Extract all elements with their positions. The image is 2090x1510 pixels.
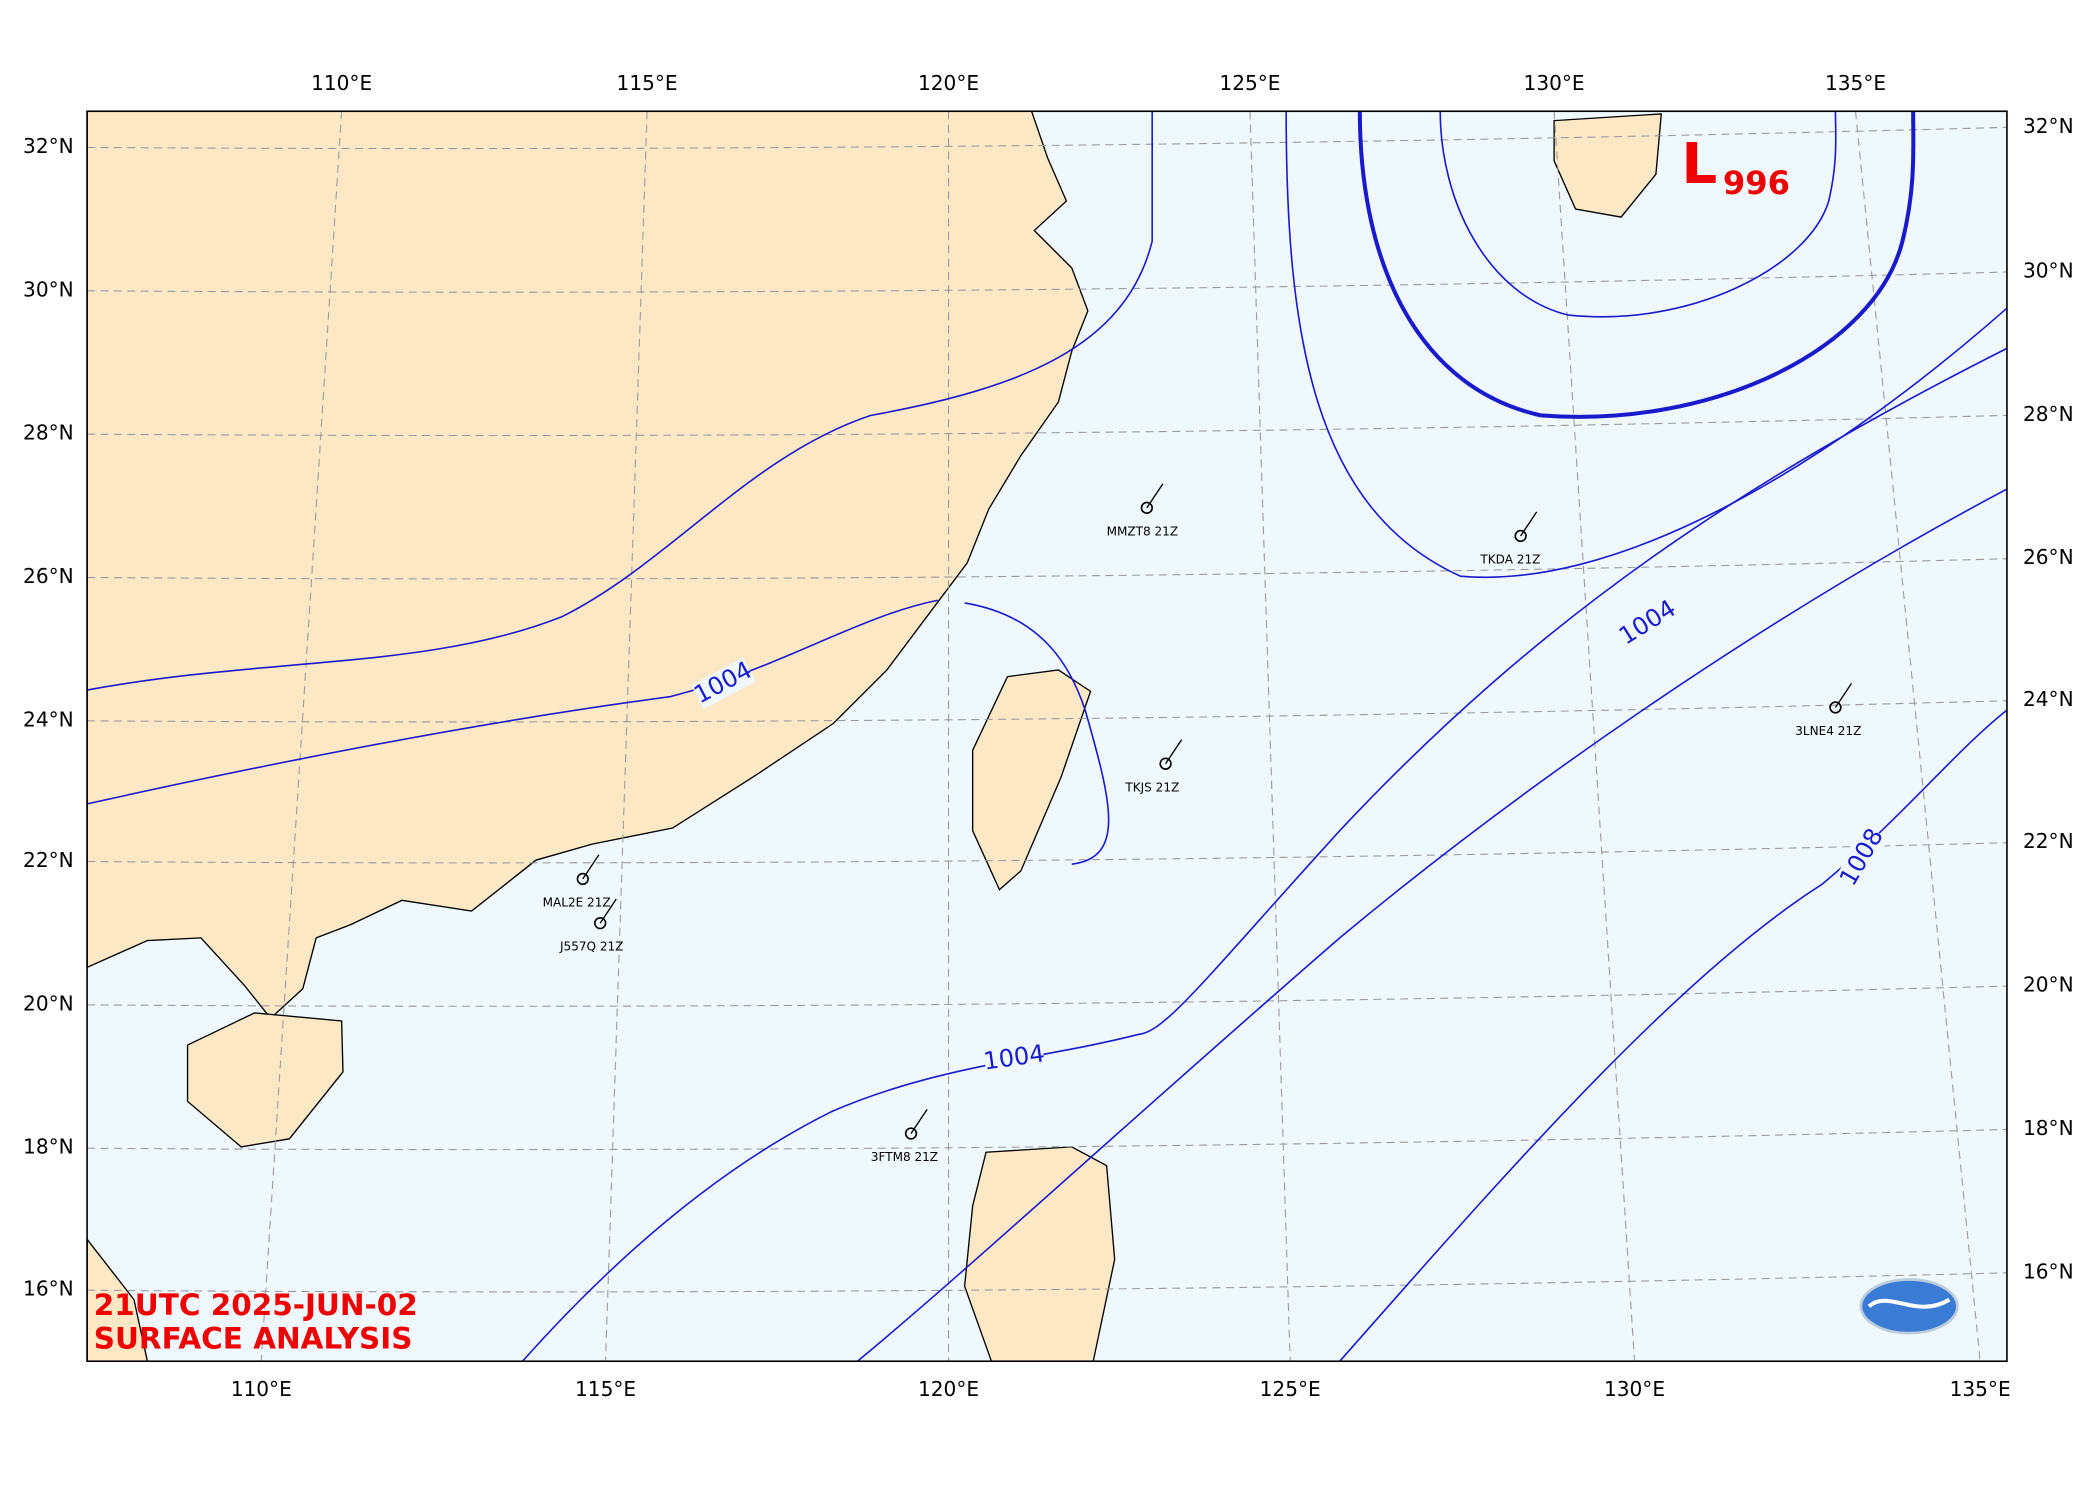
- low-pressure: 996: [1723, 164, 1790, 202]
- lon-label-top: 115°E: [617, 71, 678, 95]
- lat-label-right: 18°N: [2023, 1116, 2074, 1140]
- wind-barb: [1520, 511, 1538, 537]
- isobar-label-bg: [1835, 825, 1889, 890]
- parallel: [87, 126, 2007, 150]
- lon-label-bottom: 115°E: [575, 1377, 636, 1401]
- isobar: [1339, 709, 2008, 1362]
- lon-label-top: 110°E: [311, 71, 372, 95]
- lon-label-top: 130°E: [1524, 71, 1585, 95]
- station-marker: [1514, 529, 1527, 543]
- meridian: [605, 111, 648, 1362]
- lat-label-left: 16°N: [23, 1277, 74, 1301]
- station-id: MMZT8 21Z: [1107, 524, 1178, 538]
- lat-label-left: 22°N: [23, 848, 74, 872]
- parallel: [87, 558, 2007, 580]
- isobar: [856, 488, 2008, 1362]
- station-id: TKJS 21Z: [1124, 780, 1179, 794]
- labels: 110°E 110°E 115°E 115°E 120°E 120°E 125°E 125°E…: [23, 71, 2074, 1401]
- lon-label-bottom: 125°E: [1260, 1377, 1321, 1401]
- isobar-label-bg: [1615, 596, 1680, 651]
- isobar: [86, 111, 1153, 691]
- lon-label-bottom: 120°E: [918, 1377, 979, 1401]
- lat-label-left: 28°N: [23, 421, 74, 445]
- meridian: [1553, 111, 1636, 1362]
- graticule: [87, 111, 2007, 1362]
- isobar: [86, 599, 938, 805]
- station-id: MAL2E 21Z: [543, 896, 611, 910]
- lat-label-right: 20°N: [2023, 973, 2074, 997]
- lon-label-bottom: 130°E: [1604, 1377, 1665, 1401]
- lat-label-right: 26°N: [2023, 545, 2074, 569]
- wind-barb: [1834, 682, 1853, 708]
- isobars: [86, 111, 2008, 1362]
- parallel: [87, 1128, 2007, 1151]
- parallel: [87, 1272, 2007, 1293]
- wind-barb: [1146, 483, 1164, 509]
- station-marker: [594, 916, 607, 930]
- station-id: 3FTM8 21Z: [871, 1150, 938, 1164]
- isobar: [521, 347, 2008, 1362]
- lat-label-left: 26°N: [23, 564, 74, 588]
- lat-label-left: 24°N: [23, 707, 74, 731]
- lat-label-left: 32°N: [23, 134, 74, 158]
- station-marker: [1829, 701, 1842, 714]
- lat-label-right: 16°N: [2023, 1259, 2074, 1283]
- parallel: [87, 414, 2007, 437]
- lon-label-bottom: 135°E: [1950, 1377, 2011, 1401]
- hainan: [186, 1012, 344, 1148]
- station-marker: [1159, 757, 1172, 770]
- lat-label-right: 24°N: [2023, 687, 2074, 711]
- title-line: SURFACE ANALYSIS: [94, 1321, 413, 1355]
- lat-label-right: 28°N: [2023, 402, 2074, 426]
- isobar-label-bg: [691, 657, 756, 709]
- lon-label-top: 135°E: [1825, 71, 1886, 95]
- luzon: [963, 1146, 1116, 1362]
- isobar: [1439, 111, 1837, 318]
- meridian: [1855, 111, 1981, 1362]
- title-line: 21UTC 2025-JUN-02: [94, 1288, 418, 1322]
- station-marker: [576, 872, 589, 886]
- station-id: J557Q 21Z: [559, 940, 623, 954]
- station-marker: [904, 1127, 918, 1140]
- wind-barb: [1165, 739, 1183, 765]
- lat-label-left: 18°N: [23, 1135, 74, 1159]
- station-marker: [1140, 501, 1153, 514]
- taiwan: [971, 669, 1092, 891]
- meridian: [1249, 111, 1291, 1362]
- low-symbol: L: [1681, 132, 1717, 197]
- lat-label-left: 20°N: [23, 991, 74, 1015]
- parallel: [87, 271, 2007, 293]
- isobar: [964, 602, 1110, 865]
- station-id: TKDA 21Z: [1479, 553, 1540, 567]
- wind-barb: [910, 1108, 928, 1134]
- isobar-label-bg: [983, 1041, 1046, 1076]
- lat-label-left: 30°N: [23, 277, 74, 301]
- parallel: [87, 842, 2007, 864]
- lat-label-right: 22°N: [2023, 829, 2074, 853]
- parallel: [87, 985, 2007, 1007]
- map-frame: [86, 110, 2008, 1363]
- lon-label-top: 120°E: [918, 71, 979, 95]
- wind-barb: [582, 854, 600, 880]
- logo: [1859, 1278, 1959, 1335]
- isobar: [1285, 111, 2008, 578]
- wind-barb: [599, 898, 617, 924]
- kyushu: [1553, 113, 1663, 218]
- lon-label-top: 125°E: [1219, 71, 1280, 95]
- lat-label-right: 32°N: [2023, 114, 2074, 138]
- parallel: [87, 700, 2007, 723]
- mainland: [86, 110, 1089, 1020]
- meridian: [260, 111, 343, 1362]
- station-id: 3LNE4 21Z: [1795, 724, 1861, 738]
- lon-label-bottom: 110°E: [231, 1377, 292, 1401]
- lat-label-right: 30°N: [2023, 259, 2074, 283]
- isobar: [1357, 111, 1916, 419]
